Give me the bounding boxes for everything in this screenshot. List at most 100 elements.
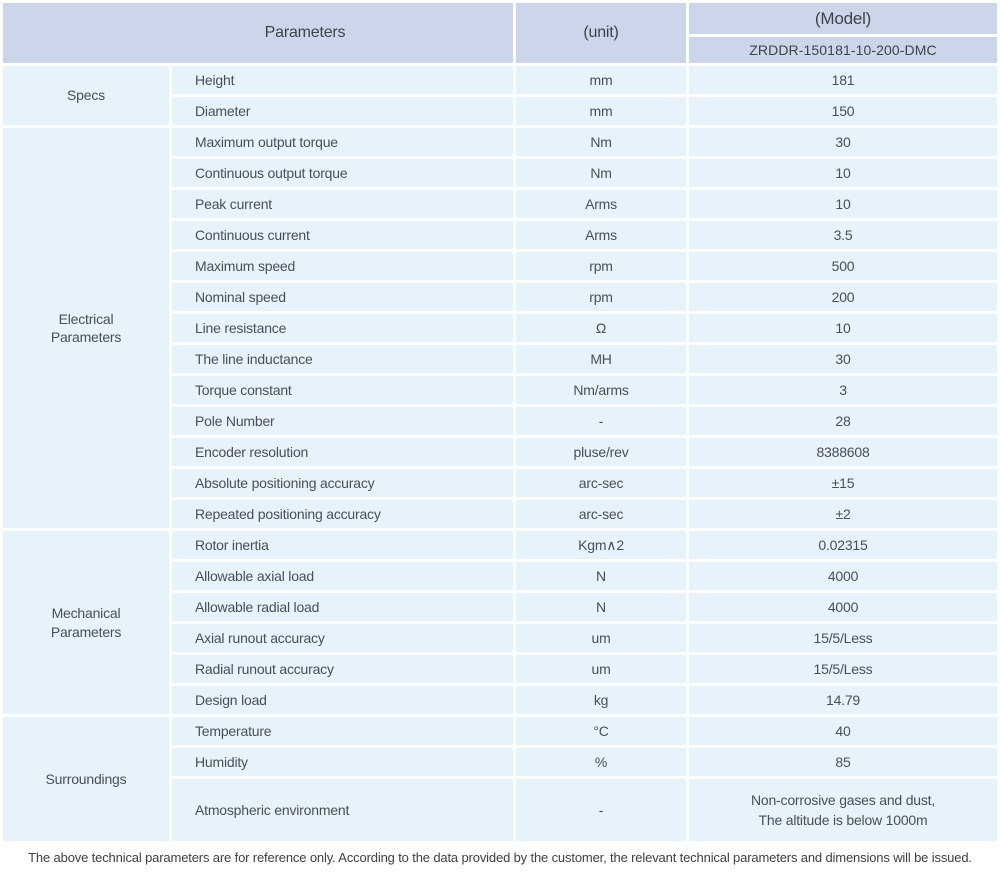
unit-cell: um [516, 655, 687, 683]
param-name-cell: Rotor inertia [172, 531, 514, 559]
unit-cell: % [516, 748, 687, 776]
value-cell: 14.79 [689, 686, 997, 714]
value-cell: 30 [689, 128, 997, 156]
table-row: Atmospheric environment - Non-corrosive ga… [3, 779, 997, 841]
group-2: Mechanical Parameters Rotor inertia Kgm∧2 0… [3, 531, 997, 714]
value-cell: 30 [689, 345, 997, 373]
unit-cell: Ω [516, 314, 687, 342]
table-row: Repeated positioning accuracy arc-sec ±2 [3, 500, 997, 528]
group-3: Surroundings Temperature °C 40 Humidity% 85 At… [3, 717, 997, 841]
value-cell: ±15 [689, 469, 997, 497]
value-cell: 10 [689, 190, 997, 218]
param-name-cell: Absolute positioning accuracy [172, 469, 514, 497]
unit-cell: rpm [516, 283, 687, 311]
param-name-cell: Repeated positioning accuracy [172, 500, 514, 528]
unit-cell: Arms [516, 190, 687, 218]
value-cell: 15/5/Less [689, 655, 997, 683]
header-model: (Model) [689, 3, 997, 34]
param-name-cell: The line inductance [172, 345, 514, 373]
param-name-cell: Peak current [172, 190, 514, 218]
param-name-cell: Height [172, 66, 514, 94]
value-cell: 3.5 [689, 221, 997, 249]
param-name-cell: Maximum output torque [172, 128, 514, 156]
table-row: Mechanical Parameters Rotor inertia Kgm∧2 0… [3, 531, 997, 714]
value-cell: 500 [689, 252, 997, 280]
table-row: Specs Height mm 181 [3, 66, 997, 125]
category-cell: Electrical Parameters [3, 128, 169, 528]
value-cell: 10 [689, 159, 997, 187]
unit-cell: um [516, 624, 687, 652]
unit-cell: pluse/rev [516, 438, 687, 466]
group-1: Electrical Parameters Maximum output torq… [3, 128, 997, 528]
value-cell: 0.02315 [689, 531, 997, 559]
param-name-cell: Maximum speed [172, 252, 514, 280]
table-row: The line inductance MH 30 [3, 345, 997, 373]
value-cell: 85 [689, 748, 997, 776]
value-cell: 150 [689, 97, 997, 125]
header-unit: (unit) [516, 3, 687, 63]
table-row: Encoder resolution pluse/rev 8388608 [3, 438, 997, 466]
value-cell: ±2 [689, 500, 997, 528]
param-name-cell: Axial runout accuracy [172, 624, 514, 652]
param-name-cell: Allowable radial load [172, 593, 514, 621]
table-row: Continuous current Arms 3.5 [3, 221, 997, 249]
table-row: Surroundings Temperature °C 40 [3, 717, 997, 841]
table-row: Axial runout accuracy um 15/5/Less [3, 624, 997, 652]
param-name-cell: Continuous output torque [172, 159, 514, 187]
param-name-cell: Humidity [172, 748, 514, 776]
unit-cell: rpm [516, 252, 687, 280]
table-row: Pole Number -28 [3, 407, 997, 435]
param-name-cell: Continuous current [172, 221, 514, 249]
footnote: The above technical parameters are for r… [28, 850, 972, 865]
table-row: Line resistance Ω 10 [3, 314, 997, 342]
value-cell: 28 [689, 407, 997, 435]
unit-cell: kg [516, 686, 687, 714]
unit-cell: arc-sec [516, 469, 687, 497]
value-cell: 4000 [689, 593, 997, 621]
unit-cell: Arms [516, 221, 687, 249]
param-name-cell: Pole Number [172, 407, 514, 435]
param-name-cell: Nominal speed [172, 283, 514, 311]
value-cell: 200 [689, 283, 997, 311]
category-cell: Specs [3, 66, 169, 125]
unit-cell: - [516, 407, 687, 435]
unit-cell: Nm [516, 159, 687, 187]
param-name-cell: Encoder resolution [172, 438, 514, 466]
table-row: Nominal speed rpm 200 [3, 283, 997, 311]
unit-cell: arc-sec [516, 500, 687, 528]
table-row: Allowable axial load N 4000 [3, 562, 997, 590]
table-row: Electrical Parameters Maximum output torq… [3, 128, 997, 528]
table-row: Diameter mm 150 [3, 97, 997, 125]
unit-cell: Nm/arms [516, 376, 687, 404]
param-name-cell: Temperature [172, 717, 514, 745]
category-cell: Surroundings [3, 717, 169, 841]
table-row: Humidity% 85 [3, 748, 997, 776]
value-cell: 181 [689, 66, 997, 94]
param-name-cell: Line resistance [172, 314, 514, 342]
value-cell: 40 [689, 717, 997, 745]
table-row: Torque constant Nm/arms 3 [3, 376, 997, 404]
param-name-cell: Torque constant [172, 376, 514, 404]
unit-cell: °C [516, 717, 687, 745]
table-row: Continuous output torque Nm 10 [3, 159, 997, 187]
header-row-1: Parameters (unit) (Model) [3, 3, 997, 63]
table-row: Peak current Arms 10 [3, 190, 997, 218]
param-name-cell: Radial runout accuracy [172, 655, 514, 683]
table-row: Design load kg 14.79 [3, 686, 997, 714]
table-header: Parameters (unit) (Model) ZRDDR-150181-1… [3, 3, 997, 63]
value-cell: Non-corrosive gases and dust, The altitu… [689, 779, 997, 841]
category-cell: Mechanical Parameters [3, 531, 169, 714]
header-parameters: Parameters [3, 3, 514, 63]
value-cell: 4000 [689, 562, 997, 590]
header-row-2: ZRDDR-150181-10-200-DMC [3, 37, 997, 63]
spec-table: Parameters (unit) (Model) ZRDDR-150181-1… [3, 3, 997, 841]
param-name-cell: Diameter [172, 97, 514, 125]
unit-cell: - [516, 779, 687, 841]
table-row: Allowable radial load N 4000 [3, 593, 997, 621]
table-row: Radial runout accuracy um 15/5/Less [3, 655, 997, 683]
param-name-cell: Allowable axial load [172, 562, 514, 590]
value-cell: 8388608 [689, 438, 997, 466]
param-name-cell: Design load [172, 686, 514, 714]
unit-cell: Kgm∧2 [516, 531, 687, 559]
group-0: Specs Height mm 181 Diameter mm 150 [3, 66, 997, 125]
